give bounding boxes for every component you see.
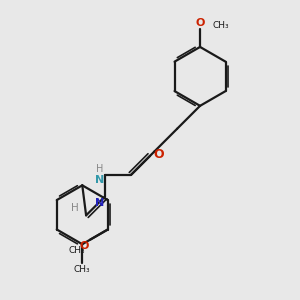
Text: CH₃: CH₃ bbox=[212, 21, 229, 30]
Text: CH₃: CH₃ bbox=[68, 246, 85, 255]
Text: O: O bbox=[79, 241, 88, 251]
Text: O: O bbox=[154, 148, 164, 161]
Text: O: O bbox=[195, 18, 205, 28]
Text: H: H bbox=[96, 164, 103, 174]
Text: CH₃: CH₃ bbox=[74, 265, 91, 274]
Text: H: H bbox=[71, 203, 79, 213]
Text: N: N bbox=[95, 176, 104, 185]
Text: N: N bbox=[95, 198, 104, 208]
